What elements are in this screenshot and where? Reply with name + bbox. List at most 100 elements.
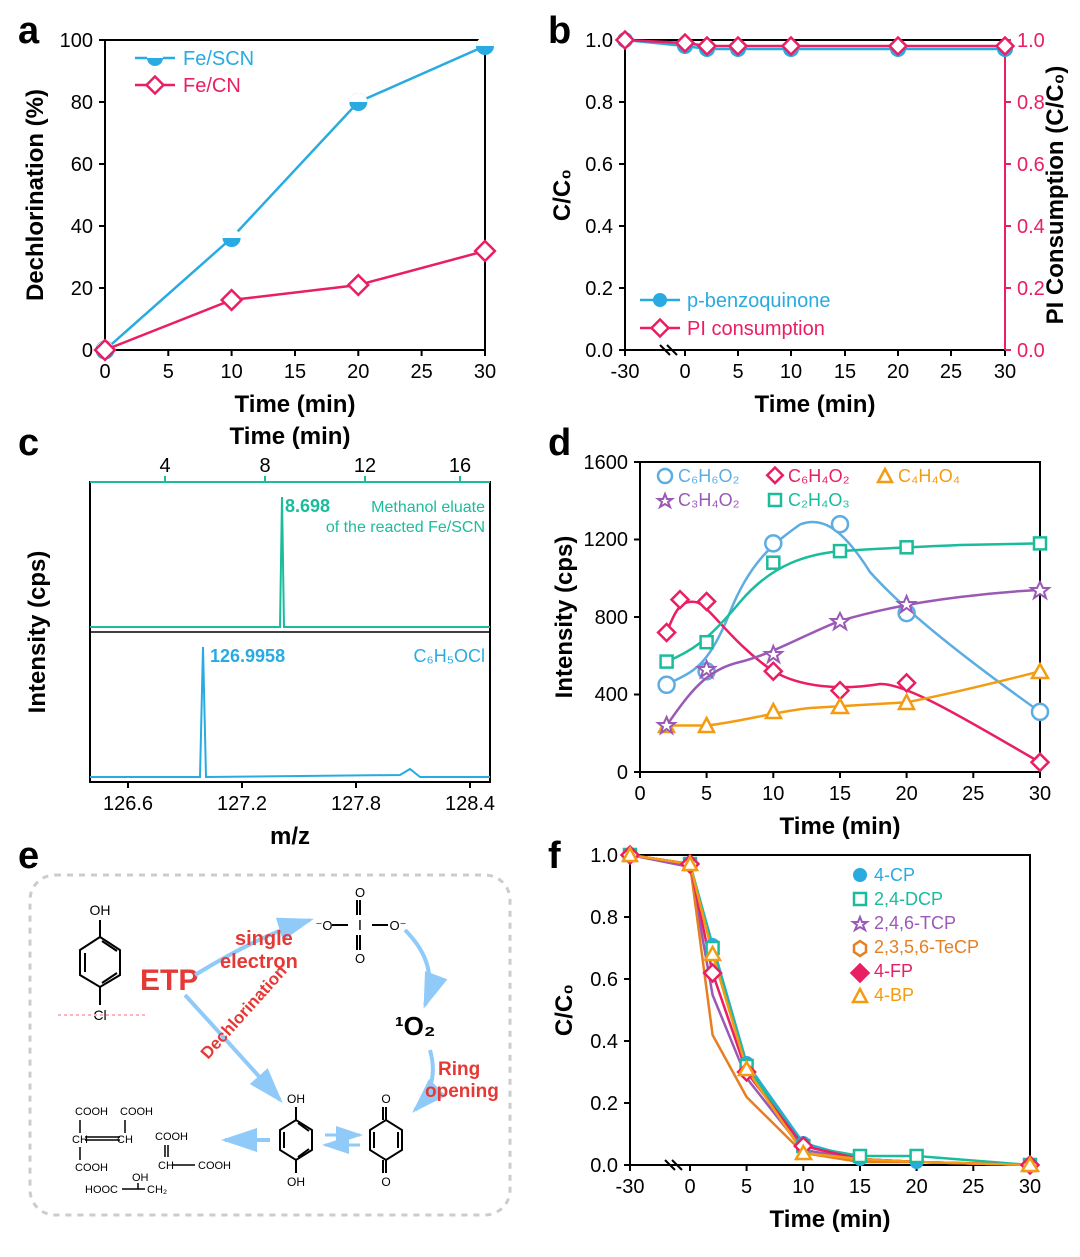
svg-text:4-FP: 4-FP (874, 961, 913, 981)
panel-e-label: e (18, 835, 39, 878)
svg-text:5: 5 (741, 1176, 752, 1198)
svg-text:4-CP: 4-CP (874, 865, 915, 885)
svg-text:5: 5 (701, 783, 712, 805)
svg-text:COOH: COOH (75, 1162, 108, 1174)
panel-f-label: f (548, 835, 561, 878)
svg-text:0.0: 0.0 (1017, 340, 1045, 362)
panel-a-label: a (18, 10, 39, 53)
svg-text:Ring: Ring (438, 1059, 480, 1080)
diagram-e: OH Cl ETP I O O ⁻O O⁻ single electron ¹O… (10, 835, 530, 1235)
svg-text:126.6: 126.6 (103, 793, 153, 815)
svg-text:O: O (355, 951, 365, 966)
svg-text:30: 30 (1029, 783, 1051, 805)
svg-text:I: I (358, 917, 362, 934)
panel-b-label: b (548, 10, 571, 53)
svg-text:0.8: 0.8 (585, 92, 613, 114)
svg-text:30: 30 (994, 361, 1016, 383)
svg-text:of the reacted Fe/SCN: of the reacted Fe/SCN (326, 519, 485, 536)
svg-text:OH: OH (287, 1175, 305, 1189)
svg-text:8.698: 8.698 (285, 496, 330, 516)
panel-c-label: c (18, 422, 39, 465)
svg-text:CH: CH (158, 1160, 174, 1172)
svg-text:0: 0 (679, 361, 690, 383)
svg-text:0.6: 0.6 (1017, 154, 1045, 176)
svg-text:15: 15 (849, 1176, 871, 1198)
svg-text:0: 0 (99, 361, 110, 383)
svg-text:127.8: 127.8 (331, 793, 381, 815)
svg-text:CH₂: CH₂ (147, 1184, 167, 1196)
svg-text:800: 800 (595, 607, 628, 629)
svg-text:0.4: 0.4 (590, 1031, 618, 1053)
svg-text:OH: OH (287, 1092, 305, 1106)
svg-text:PI Consumption (C/C₀): PI Consumption (C/C₀) (1042, 66, 1069, 325)
svg-text:4-BP: 4-BP (874, 985, 914, 1005)
svg-text:Intensity (cps): Intensity (cps) (551, 536, 578, 699)
svg-text:C₃H₄O₂: C₃H₄O₂ (678, 490, 740, 510)
svg-text:Intensity (cps): Intensity (cps) (24, 551, 51, 714)
svg-text:20: 20 (347, 361, 369, 383)
svg-text:COOH: COOH (120, 1106, 153, 1118)
svg-text:15: 15 (834, 361, 856, 383)
svg-text:O⁻: O⁻ (390, 918, 407, 933)
svg-text:15: 15 (829, 783, 851, 805)
svg-text:Time (min): Time (min) (235, 391, 356, 418)
svg-text:0.6: 0.6 (585, 154, 613, 176)
svg-text:5: 5 (732, 361, 743, 383)
svg-text:COOH: COOH (155, 1131, 188, 1143)
panel-f: f -30 0 5 10 15 20 25 30 0.0 0.2 0.4 0.6… (540, 835, 1070, 1247)
svg-text:C/C₀: C/C₀ (551, 984, 578, 1036)
svg-text:2,4-DCP: 2,4-DCP (874, 889, 943, 909)
svg-text:8: 8 (259, 455, 270, 477)
svg-text:4: 4 (159, 455, 170, 477)
svg-text:C₆H₄O₂: C₆H₄O₂ (788, 466, 850, 486)
chart-a: 0 5 10 15 20 25 30 0 20 40 60 80 100 (10, 10, 530, 420)
svg-text:20: 20 (895, 783, 917, 805)
svg-text:0.8: 0.8 (590, 907, 618, 929)
svg-text:0.2: 0.2 (590, 1093, 618, 1115)
svg-text:16: 16 (449, 455, 471, 477)
svg-text:OH: OH (90, 902, 111, 918)
svg-text:400: 400 (595, 684, 628, 706)
svg-text:O: O (381, 1092, 390, 1106)
svg-text:Methanol eluate: Methanol eluate (371, 499, 485, 516)
svg-text:40: 40 (71, 216, 93, 238)
svg-text:126.9958: 126.9958 (210, 646, 285, 666)
chart-a-yticks: 0 20 40 60 80 100 (60, 30, 105, 362)
panel-d: d 0 5 10 15 20 25 30 0 400 800 1200 1600 (540, 422, 1070, 834)
svg-text:127.2: 127.2 (217, 793, 267, 815)
svg-text:0: 0 (617, 762, 628, 784)
svg-text:COOH: COOH (198, 1160, 231, 1172)
svg-text:OH: OH (132, 1172, 149, 1184)
svg-text:p-benzoquinone: p-benzoquinone (687, 290, 830, 312)
svg-text:1.0: 1.0 (1017, 30, 1045, 52)
panel-b: b -30 0 5 10 15 20 25 30 0.0 0.2 0.4 0.6 (540, 10, 1070, 422)
svg-text:Dechlorination (%): Dechlorination (%) (22, 89, 49, 301)
svg-text:1.0: 1.0 (585, 30, 613, 52)
svg-text:1600: 1600 (584, 452, 629, 474)
svg-text:opening: opening (425, 1081, 499, 1102)
svg-text:O: O (381, 1175, 390, 1189)
svg-text:C/C₀: C/C₀ (549, 169, 576, 221)
svg-text:15: 15 (284, 361, 306, 383)
svg-text:HOOC: HOOC (85, 1184, 118, 1196)
svg-text:0: 0 (684, 1176, 695, 1198)
svg-text:Time (min): Time (min) (230, 423, 351, 450)
svg-text:20: 20 (71, 278, 93, 300)
svg-text:C₆H₅OCl: C₆H₅OCl (413, 646, 485, 666)
svg-text:20: 20 (887, 361, 909, 383)
svg-text:60: 60 (71, 154, 93, 176)
svg-text:10: 10 (792, 1176, 814, 1198)
svg-text:electron: electron (220, 951, 298, 973)
chart-b: -30 0 5 10 15 20 25 30 0.0 0.2 0.4 0.6 0… (540, 10, 1080, 420)
svg-text:0.0: 0.0 (585, 340, 613, 362)
svg-text:C₄H₄O₄: C₄H₄O₄ (898, 466, 960, 486)
svg-text:10: 10 (762, 783, 784, 805)
chart-a-xticks: 0 5 10 15 20 25 30 (99, 350, 496, 383)
svg-text:C₂H₄O₃: C₂H₄O₃ (788, 490, 850, 510)
svg-text:¹O₂: ¹O₂ (395, 1011, 435, 1041)
svg-text:Fe/CN: Fe/CN (183, 75, 241, 97)
svg-text:30: 30 (474, 361, 496, 383)
svg-text:10: 10 (220, 361, 242, 383)
svg-text:0.6: 0.6 (590, 969, 618, 991)
chart-a-legend: Fe/SCN Fe/CN (135, 48, 254, 97)
